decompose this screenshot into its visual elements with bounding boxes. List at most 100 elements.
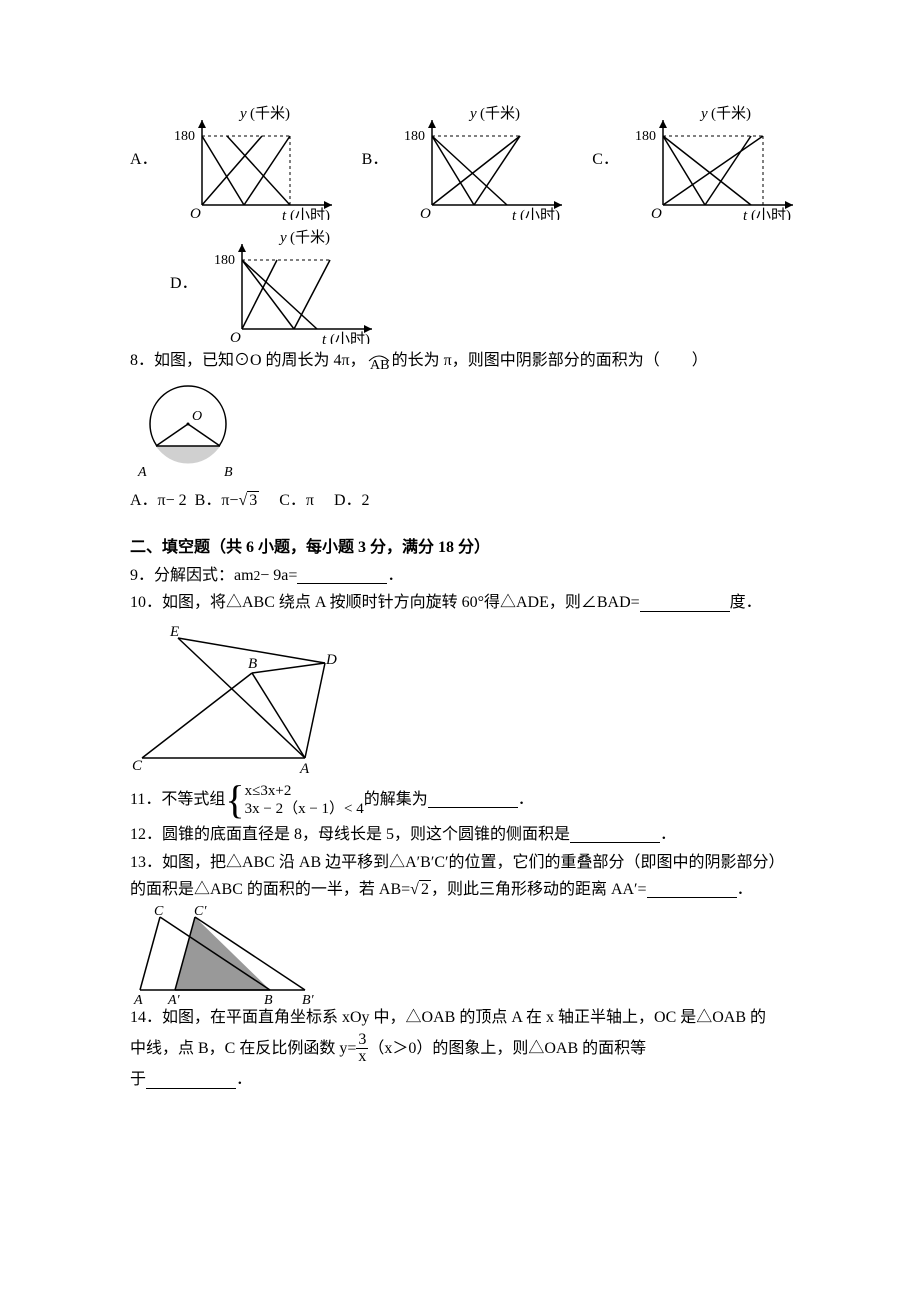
- q14-line2-post: （x＞0）的图象上，则△OAB 的面积等: [368, 1036, 646, 1062]
- svg-text:AB: AB: [370, 358, 389, 371]
- svg-text:180: 180: [404, 129, 425, 144]
- svg-text:A′: A′: [167, 993, 181, 1005]
- q7-label-b: B．: [362, 147, 389, 173]
- sqrt-3-icon: √3: [238, 488, 259, 514]
- q8-figure: O A B: [130, 376, 790, 486]
- q14-line2-pre: 中线，点 B，C 在反比例函数 y=: [130, 1036, 356, 1062]
- svg-text:t: t: [743, 208, 748, 220]
- q10: 10．如图，将△ABC 绕点 A 按顺时针方向旋转 60°得△ADE，则∠BAD…: [130, 590, 790, 616]
- q13: 13．如图，把△ABC 沿 AB 边平移到△A′B′C′的位置，它们的重叠部分（…: [130, 850, 790, 903]
- svg-text:O: O: [230, 330, 241, 344]
- q12-end: ．: [660, 822, 676, 848]
- q8-opt-c: C．π: [279, 488, 314, 514]
- svg-text:(小时): (小时): [290, 207, 330, 220]
- q9-pre: 9．分解因式：am: [130, 563, 254, 589]
- q14-end: ．: [236, 1067, 252, 1093]
- q10-figure: E B D C A: [130, 618, 790, 778]
- q11-line2: 3x − 2（x − 1）< 4: [245, 800, 364, 818]
- q8-text: 8．如图，已知⊙O 的周长为 4π， AB 的长为 π，则图中阴影部分的面积为（…: [130, 348, 790, 374]
- svg-text:y: y: [468, 106, 477, 122]
- q11-pre: 11．不等式组: [130, 787, 225, 813]
- q13-line2: 的面积是△ABC 的面积的一半，若 AB= √2 ，则此三角形移动的距离 AA′…: [130, 877, 790, 903]
- q12-text: 12．圆锥的底面直径是 8，母线长是 5，则这个圆锥的侧面积是: [130, 822, 570, 848]
- svg-text:B′: B′: [302, 993, 315, 1005]
- svg-text:E: E: [169, 624, 179, 640]
- svg-text:A: A: [299, 761, 310, 777]
- q11-end: ．: [518, 787, 534, 813]
- svg-text:O: O: [192, 409, 202, 424]
- svg-text:(千米): (千米): [250, 105, 290, 122]
- q12: 12．圆锥的底面直径是 8，母线长是 5，则这个圆锥的侧面积是 ．: [130, 822, 790, 848]
- q9-sup: 2: [254, 565, 261, 586]
- svg-text:(小时): (小时): [330, 331, 370, 344]
- svg-text:C: C: [154, 905, 164, 919]
- q13-blank[interactable]: [647, 881, 737, 898]
- q7-label-a: A．: [130, 147, 158, 173]
- q11-system: x≤3x+2 3x − 2（x − 1）< 4: [245, 782, 364, 818]
- q7-graph-b: y(千米) 180 O t(小时): [402, 100, 582, 220]
- svg-text:180: 180: [635, 129, 656, 144]
- q7-row-2: D． y(千米) 180 O t(小时): [170, 224, 790, 344]
- q12-blank[interactable]: [570, 826, 660, 843]
- q9-blank[interactable]: [297, 567, 387, 584]
- q14: 14．如图，在平面直角坐标系 xOy 中，△OAB 的顶点 A 在 x 轴正半轴…: [130, 1005, 790, 1093]
- svg-text:(小时): (小时): [520, 207, 560, 220]
- q7-row-1: A． y(千米) 180 O t(小时) B． y(千米): [130, 100, 790, 220]
- q9: 9．分解因式：am2− 9a= ．: [130, 563, 790, 589]
- svg-text:180: 180: [214, 253, 235, 268]
- brace-icon: {: [225, 780, 244, 820]
- svg-text:A: A: [137, 465, 147, 480]
- sqrt-2-icon: √2: [410, 877, 431, 903]
- q7-label-c: C．: [592, 147, 619, 173]
- section2-header: 二、填空题（共 6 小题，每小题 3 分，满分 18 分）: [130, 535, 790, 561]
- q11: 11．不等式组 { x≤3x+2 3x − 2（x − 1）< 4 的解集为 ．: [130, 780, 790, 820]
- q14-blank[interactable]: [146, 1072, 236, 1089]
- svg-text:y: y: [699, 106, 708, 122]
- q10-blank[interactable]: [640, 595, 730, 612]
- svg-text:(千米): (千米): [480, 105, 520, 122]
- svg-text:(千米): (千米): [711, 105, 751, 122]
- svg-text:(千米): (千米): [290, 229, 330, 246]
- q14-line3: 于 ．: [130, 1067, 790, 1093]
- svg-text:C′: C′: [194, 905, 207, 919]
- svg-text:t: t: [322, 332, 327, 344]
- q14-frac: 3 x: [356, 1032, 368, 1065]
- q13-text1: 13．如图，把△ABC 沿 AB 边平移到△A′B′C′的位置，它们的重叠部分（…: [130, 850, 790, 876]
- svg-text:(小时): (小时): [751, 207, 791, 220]
- svg-text:O: O: [420, 206, 431, 220]
- svg-text:A: A: [133, 993, 143, 1005]
- q10-text: 10．如图，将△ABC 绕点 A 按顺时针方向旋转 60°得△ADE，则∠BAD…: [130, 590, 640, 616]
- q8-options: A．π− 2 B．π− √3 C．π D．2: [130, 488, 790, 514]
- arc-ab-icon: AB: [366, 348, 392, 374]
- svg-text:t: t: [512, 208, 517, 220]
- q14-line2: 中线，点 B，C 在反比例函数 y= 3 x （x＞0）的图象上，则△OAB 的…: [130, 1032, 790, 1065]
- q11-blank[interactable]: [428, 791, 518, 808]
- svg-text:O: O: [190, 206, 201, 220]
- q13-figure: C C′ A A′ B B′: [130, 905, 790, 1005]
- q8-pre: 8．如图，已知⊙O 的周长为 4π，: [130, 348, 366, 374]
- q11-line1: x≤3x+2: [245, 782, 364, 800]
- q7-graph-d: y(千米) 180 O t(小时): [212, 224, 392, 344]
- q13-text2-post: ，则此三角形移动的距离 AA′=: [431, 877, 647, 903]
- q8-post: 的长为 π，则图中阴影部分的面积为（ ）: [392, 348, 708, 374]
- q14-line3-pre: 于: [130, 1067, 146, 1093]
- q7-graph-c: y(千米) 180 O t(小时): [633, 100, 813, 220]
- q14-frac-num: 3: [356, 1032, 368, 1049]
- q13-end: ．: [737, 877, 753, 903]
- q14-line1: 14．如图，在平面直角坐标系 xOy 中，△OAB 的顶点 A 在 x 轴正半轴…: [130, 1005, 790, 1031]
- svg-text:C: C: [132, 758, 143, 774]
- q11-post: 的解集为: [364, 787, 428, 813]
- svg-text:B: B: [248, 656, 257, 672]
- svg-text:D: D: [325, 652, 337, 668]
- q13-text2-pre: 的面积是△ABC 的面积的一半，若 AB=: [130, 877, 410, 903]
- q9-post: − 9a=: [260, 563, 297, 589]
- q8-opt-a: A．π− 2: [130, 488, 187, 514]
- svg-text:B: B: [264, 993, 273, 1005]
- q7-choices: A． y(千米) 180 O t(小时) B． y(千米): [130, 100, 790, 344]
- q7-label-d: D．: [170, 271, 198, 297]
- svg-text:B: B: [224, 465, 233, 480]
- q7-graph-a: y(千米) 180 O t(小时): [172, 100, 352, 220]
- svg-text:y: y: [238, 106, 247, 122]
- svg-text:t: t: [282, 208, 287, 220]
- svg-text:y: y: [278, 230, 287, 246]
